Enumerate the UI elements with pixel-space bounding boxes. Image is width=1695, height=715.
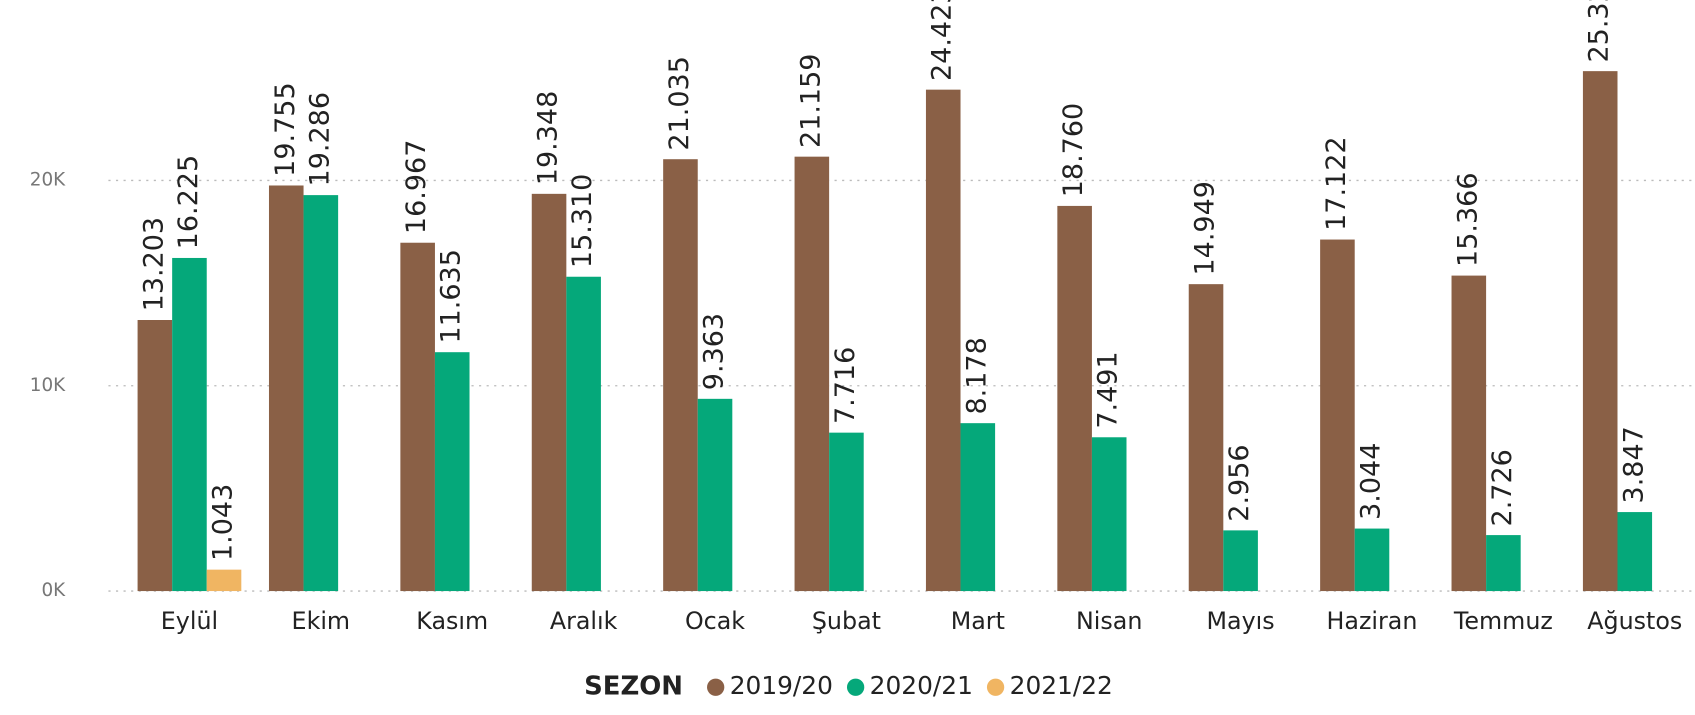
x-tick-label: Aralık (550, 607, 618, 635)
legend-label: 2020/21 (870, 671, 973, 700)
bar (1451, 275, 1487, 592)
x-tick-label: Kasım (416, 607, 488, 635)
value-label: 19.286 (304, 92, 335, 186)
value-label: 19.755 (270, 82, 301, 176)
x-tick-label: Nisan (1076, 607, 1142, 635)
value-label: 21.035 (664, 56, 695, 150)
value-label: 3.847 (1618, 426, 1649, 503)
value-label: 21.159 (795, 54, 826, 148)
value-label: 1.043 (208, 484, 239, 561)
bar (1091, 437, 1127, 592)
bar (137, 320, 173, 592)
bar (960, 423, 996, 592)
bar (531, 193, 567, 592)
legend-label: 2019/20 (730, 671, 833, 700)
x-tick-label: Ocak (685, 607, 745, 635)
y-tick-label: 10K (30, 375, 66, 396)
bar (566, 276, 601, 592)
x-tick-label: Şubat (812, 607, 881, 635)
value-label: 3.044 (1355, 443, 1386, 520)
x-tick-label: Haziran (1327, 607, 1418, 635)
x-tick-label: Ağustos (1587, 607, 1682, 635)
bar (172, 257, 207, 592)
bar (1617, 512, 1653, 592)
value-label: 11.635 (436, 249, 467, 343)
bar (663, 159, 698, 592)
bar (794, 156, 830, 592)
value-label: 13.203 (138, 217, 169, 311)
value-label: 19.348 (533, 91, 564, 185)
bar (1223, 530, 1258, 592)
value-label: 25.325 (1584, 0, 1615, 62)
value-label: 15.310 (567, 174, 598, 268)
bar (829, 432, 864, 592)
y-tick-label: 20K (30, 169, 66, 190)
value-label: 17.122 (1321, 136, 1352, 230)
bar (434, 352, 470, 592)
legend-marker (846, 678, 865, 696)
bar (1354, 528, 1390, 592)
value-label: 7.716 (830, 347, 861, 424)
x-tick-label: Temmuz (1453, 607, 1553, 635)
bar (303, 195, 339, 592)
legend-title: SEZON (584, 672, 683, 702)
value-label: 14.949 (1190, 181, 1221, 275)
value-label: 16.225 (173, 155, 204, 249)
value-label: 8.178 (961, 337, 992, 414)
x-tick-label: Mayıs (1207, 607, 1275, 635)
bar (1582, 71, 1618, 592)
bar (400, 242, 435, 592)
bar (1486, 535, 1521, 592)
bar (1188, 284, 1224, 592)
value-label: 18.760 (1058, 103, 1089, 197)
legend-label: 2021/22 (1010, 671, 1113, 700)
value-label: 15.366 (1452, 172, 1483, 266)
y-tick-label: 0K (41, 580, 66, 601)
bar (206, 569, 242, 592)
bar (1320, 239, 1355, 592)
value-label: 7.491 (1093, 351, 1124, 428)
legend-marker (707, 678, 725, 696)
bar (1057, 205, 1092, 592)
value-label: 16.967 (401, 140, 432, 234)
value-label: 9.363 (699, 313, 730, 390)
bar (697, 398, 733, 592)
x-tick-label: Mart (951, 607, 1005, 635)
bar (925, 89, 961, 592)
value-label: 2.726 (1487, 449, 1518, 526)
x-tick-label: Ekim (292, 607, 351, 635)
value-label: 2.956 (1224, 444, 1255, 521)
legend-marker (986, 678, 1005, 696)
bar (268, 185, 304, 592)
x-tick-label: Eylül (161, 607, 218, 635)
value-label: 24.423 (927, 0, 958, 81)
